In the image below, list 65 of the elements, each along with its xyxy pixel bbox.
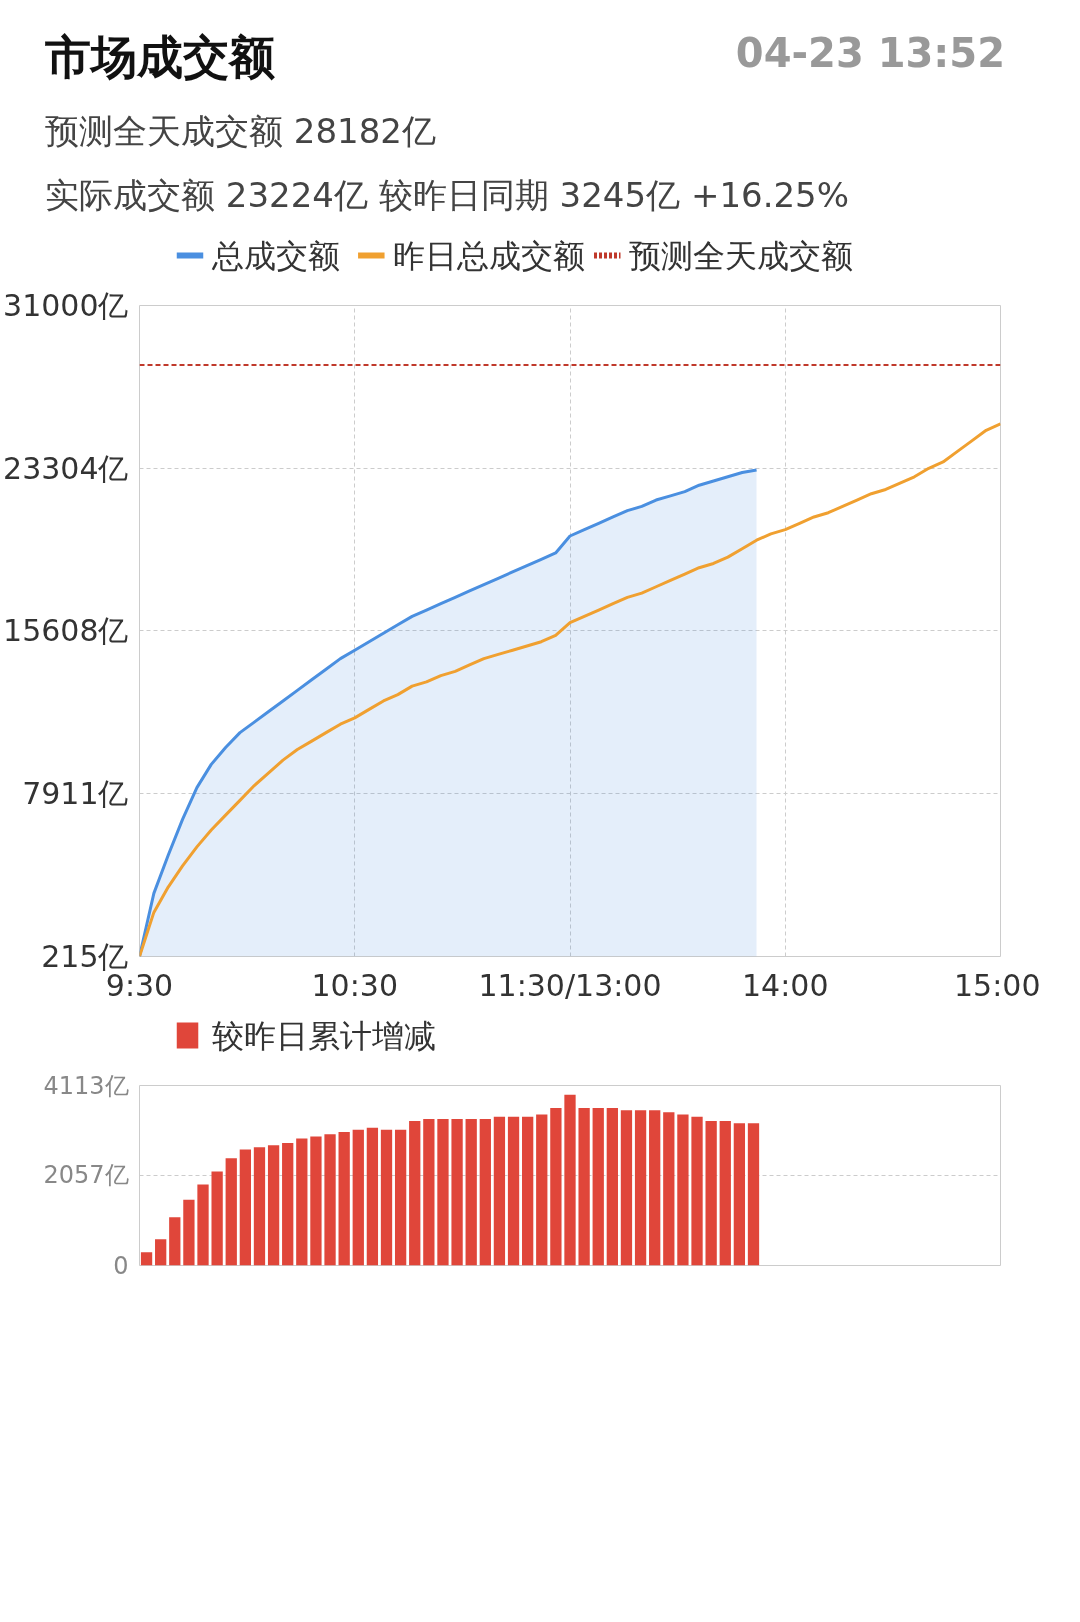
line-series: [139, 422, 1001, 957]
bar: [140, 1252, 153, 1266]
bar: [324, 1134, 336, 1266]
y-tick-label: 0: [113, 1251, 129, 1280]
bar: [437, 1118, 449, 1266]
bar: [380, 1129, 393, 1266]
legend-label: 总成交额: [210, 236, 340, 275]
chart-subtitle: 04-23 13:52: [735, 29, 1005, 78]
bar: [338, 1131, 350, 1266]
x-tick-label: 14:00: [742, 967, 829, 1003]
bar: [733, 1123, 746, 1266]
legend-label: 昨日总成交额: [392, 236, 585, 275]
bar: [282, 1142, 294, 1266]
y-tick-label: 2057亿: [43, 1161, 129, 1190]
bar: [465, 1118, 477, 1266]
bar: [606, 1107, 618, 1266]
bar: [197, 1184, 209, 1266]
text: 实际成交额 23224亿 较昨日同期 3245亿 +16.25%: [45, 174, 851, 218]
bar: [183, 1199, 195, 1266]
bar: [225, 1158, 237, 1266]
bar: [522, 1116, 534, 1266]
y-tick-label: 4113亿: [43, 1071, 129, 1100]
bar: [719, 1120, 731, 1266]
x-tick-label: 11:30/13:00: [478, 967, 662, 1003]
bar: [550, 1107, 562, 1266]
text: 预测全天成交额 28182亿: [45, 109, 437, 153]
bar: [663, 1112, 675, 1266]
bar: [578, 1107, 590, 1266]
bar: [423, 1118, 435, 1266]
bar: [536, 1114, 548, 1266]
bar: [620, 1109, 633, 1266]
bar: [169, 1217, 181, 1266]
bar: [352, 1129, 364, 1266]
chart-title: 市场成交额: [45, 29, 275, 86]
bar: [691, 1116, 703, 1266]
legend-label: 较昨日累计增减: [211, 1016, 436, 1055]
bar: [479, 1118, 491, 1266]
bar: [649, 1109, 661, 1266]
y-tick-label: 15608亿: [3, 613, 129, 649]
bar: [507, 1116, 520, 1266]
bar: [394, 1129, 407, 1266]
bar: [705, 1120, 717, 1266]
bar: [267, 1144, 280, 1266]
y-tick-label: 23304亿: [3, 450, 129, 486]
bar: [239, 1149, 252, 1266]
bar: [409, 1120, 421, 1266]
bar: [634, 1109, 647, 1266]
bar: [310, 1136, 322, 1266]
y-tick-label: 7911亿: [22, 776, 129, 812]
y-tick-label: 31000亿: [3, 287, 129, 323]
bar: [155, 1239, 167, 1266]
bar: [366, 1127, 379, 1266]
bar: [296, 1138, 308, 1266]
bar: [451, 1118, 463, 1266]
legend-label: 预测全天成交额: [628, 236, 853, 275]
bar: [211, 1171, 223, 1266]
bar: [677, 1114, 689, 1266]
x-tick-label: 10:30: [311, 967, 398, 1003]
x-tick-label: 15:00: [954, 967, 1041, 1003]
bar: [564, 1094, 576, 1266]
bar: [253, 1147, 266, 1266]
bar: [493, 1116, 506, 1266]
bar: [747, 1123, 760, 1266]
y-tick-label: 215亿: [41, 938, 129, 974]
bar: [592, 1107, 604, 1266]
